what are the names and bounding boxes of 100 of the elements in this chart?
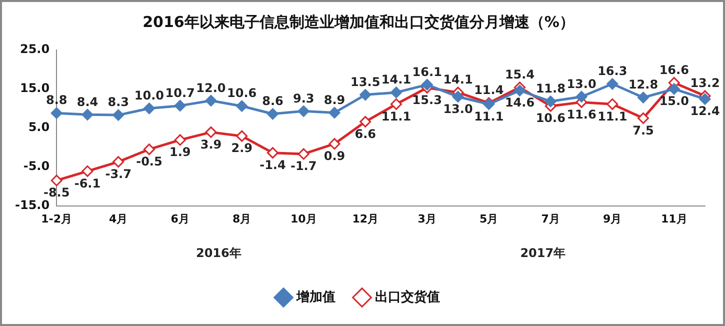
point bbox=[606, 78, 618, 90]
y-tick-label: 5.0 bbox=[28, 120, 50, 134]
data-label: 16.6 bbox=[659, 62, 689, 77]
data-label: 12.8 bbox=[628, 78, 658, 92]
data-label: 10.0 bbox=[134, 88, 164, 103]
data-label: 15.4 bbox=[504, 68, 535, 82]
x-tick-label: 1-2月 bbox=[41, 212, 72, 226]
x-tick-label: 9月 bbox=[603, 212, 622, 226]
data-label: 10.7 bbox=[165, 86, 195, 100]
point bbox=[236, 100, 248, 112]
point bbox=[266, 108, 278, 120]
point bbox=[390, 86, 402, 98]
data-label: 6.6 bbox=[354, 126, 376, 141]
data-label: 9.3 bbox=[292, 91, 314, 106]
point bbox=[576, 90, 588, 102]
point bbox=[668, 83, 680, 95]
data-label: 13.0 bbox=[566, 76, 596, 91]
data-label: 2.9 bbox=[231, 141, 252, 156]
point bbox=[606, 98, 618, 110]
point bbox=[328, 106, 340, 118]
data-label: 0.9 bbox=[324, 148, 346, 163]
data-label: -8.5 bbox=[43, 186, 70, 200]
x-tick-label: 7月 bbox=[541, 212, 560, 226]
x-tick-label: 6月 bbox=[170, 212, 190, 226]
point bbox=[82, 108, 94, 120]
point bbox=[637, 92, 649, 104]
chart-title: 2016年以来电子信息制造业增加值和出口交货值分月增速（%） bbox=[142, 12, 574, 31]
data-label: 12.4 bbox=[690, 104, 720, 118]
x-tick-label: 8月 bbox=[232, 212, 252, 226]
data-label: 8.8 bbox=[46, 93, 68, 108]
point bbox=[360, 89, 372, 101]
data-label: 13.2 bbox=[690, 76, 720, 90]
data-label: 16.3 bbox=[598, 64, 628, 78]
point bbox=[266, 147, 278, 159]
data-label: 11.1 bbox=[598, 109, 628, 124]
data-label: -6.1 bbox=[74, 176, 101, 190]
point bbox=[360, 116, 372, 128]
point bbox=[143, 102, 155, 114]
point bbox=[50, 174, 62, 186]
y-tick-label: 25.0 bbox=[20, 42, 50, 56]
data-label: 11.4 bbox=[474, 83, 504, 98]
data-label: 14.1 bbox=[381, 72, 412, 87]
legend-label: 出口交货值 bbox=[375, 288, 440, 305]
data-label: 13.5 bbox=[350, 74, 380, 89]
data-label: 14.1 bbox=[443, 72, 473, 87]
point bbox=[112, 156, 124, 168]
data-label: 15.0 bbox=[659, 94, 689, 108]
point bbox=[174, 100, 186, 112]
point bbox=[298, 148, 310, 160]
data-label: 10.6 bbox=[227, 86, 257, 100]
point bbox=[236, 130, 248, 142]
point bbox=[298, 105, 310, 117]
x-tick-label: 4月 bbox=[109, 212, 128, 226]
text: 2016年 bbox=[196, 246, 242, 260]
data-label: 16.1 bbox=[412, 64, 442, 79]
data-label: 8.6 bbox=[262, 94, 284, 108]
point bbox=[82, 165, 94, 177]
y-tick-label: 15.0 bbox=[20, 81, 50, 96]
data-label: 12.0 bbox=[196, 80, 226, 95]
x-tick-label: 5月 bbox=[480, 212, 498, 226]
data-label: -1.4 bbox=[260, 158, 286, 172]
data-label: 11.1 bbox=[474, 109, 504, 124]
data-label: 11.1 bbox=[381, 109, 412, 124]
point bbox=[390, 98, 402, 110]
data-label: 11.6 bbox=[566, 107, 596, 122]
data-label: 8.3 bbox=[108, 95, 129, 110]
data-label: 13.0 bbox=[443, 102, 473, 116]
data-label: 15.3 bbox=[412, 92, 442, 107]
x-tick-label: 3月 bbox=[418, 212, 436, 226]
x-tick-label: 12月 bbox=[352, 212, 379, 226]
data-label: -0.5 bbox=[136, 154, 162, 168]
point bbox=[699, 93, 711, 105]
point bbox=[205, 94, 217, 106]
legend-label: 增加值 bbox=[296, 290, 336, 305]
point bbox=[544, 96, 556, 108]
data-label: 1.9 bbox=[169, 145, 191, 160]
point bbox=[514, 84, 526, 96]
point bbox=[112, 109, 124, 121]
data-label: 3.9 bbox=[200, 137, 222, 152]
data-label: 7.5 bbox=[632, 123, 654, 138]
point bbox=[174, 134, 186, 146]
x-tick-label: 10月 bbox=[290, 212, 317, 226]
point bbox=[328, 138, 340, 150]
point bbox=[205, 126, 217, 138]
data-label: 11.8 bbox=[536, 82, 566, 96]
data-label: 8.9 bbox=[324, 92, 346, 107]
data-label: -3.7 bbox=[105, 166, 132, 181]
y-tick-label: -15.0 bbox=[14, 198, 50, 212]
data-label: 14.6 bbox=[504, 96, 535, 110]
point bbox=[637, 112, 649, 124]
y-tick-label: -5.0 bbox=[23, 158, 50, 173]
point bbox=[50, 107, 62, 119]
data-label: 10.6 bbox=[536, 111, 566, 126]
x-tick-label: 11月 bbox=[660, 212, 688, 226]
point bbox=[143, 144, 155, 156]
point bbox=[421, 78, 433, 90]
point bbox=[452, 90, 464, 102]
data-label: -1.7 bbox=[290, 159, 317, 174]
data-label: 8.4 bbox=[76, 94, 98, 109]
text: 2017年 bbox=[520, 246, 566, 260]
